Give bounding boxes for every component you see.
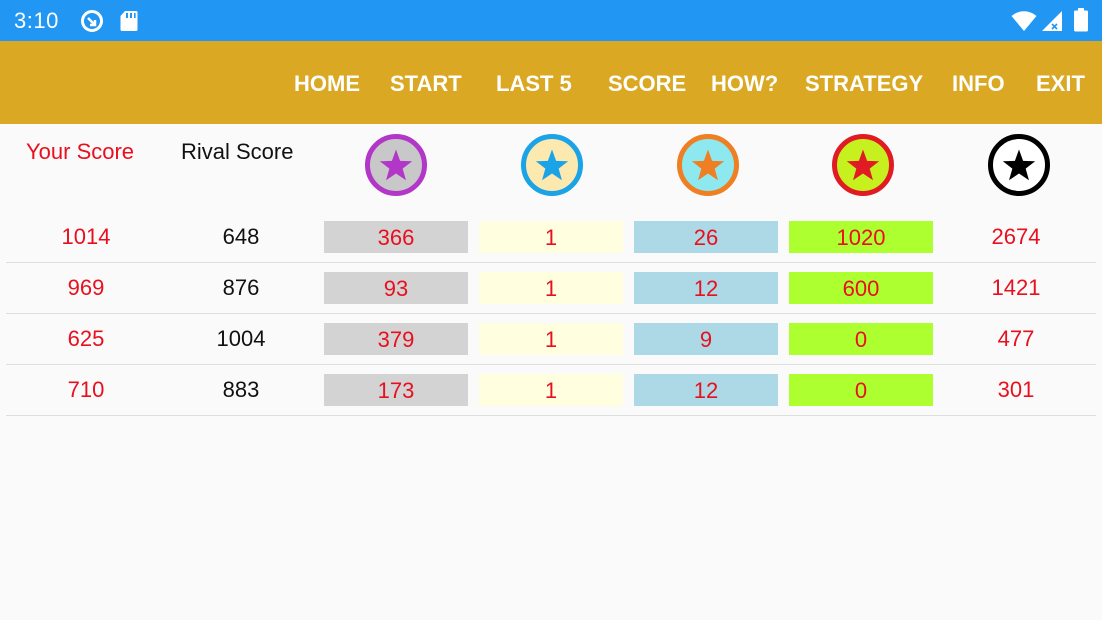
table-row: 1014 648 366 1 26 1020 2674 xyxy=(6,212,1096,263)
your-score-cell: 1014 xyxy=(61,224,111,249)
nav-exit[interactable]: EXIT xyxy=(1036,71,1085,96)
purple-value-cell: 366 xyxy=(324,221,468,253)
black-value-cell: 477 xyxy=(997,326,1035,351)
blue-value-cell: 1 xyxy=(479,323,623,355)
your-score-cell: 625 xyxy=(67,326,105,351)
status-time: 3:10 xyxy=(14,8,59,33)
orange-value-cell: 26 xyxy=(634,221,778,253)
red-star-icon xyxy=(831,133,895,197)
app-notification-icon xyxy=(80,9,104,38)
nav-strategy[interactable]: STRATEGY xyxy=(805,71,924,96)
red-value-cell: 1020 xyxy=(789,221,933,253)
nav-score[interactable]: SCORE xyxy=(608,71,687,96)
your-score-header: Your Score xyxy=(26,139,135,164)
rival-score-header: Rival Score xyxy=(181,139,294,164)
battery-icon xyxy=(1074,8,1088,37)
nav-how[interactable]: HOW? xyxy=(711,71,779,96)
nav-home[interactable]: HOME xyxy=(294,71,360,96)
nav-last-5[interactable]: LAST 5 xyxy=(496,71,572,96)
table-row: 969 876 93 1 12 600 1421 xyxy=(6,263,1096,314)
table-row: 625 1004 379 1 9 0 477 xyxy=(6,314,1096,365)
nav-info[interactable]: INFO xyxy=(952,71,1005,96)
wifi-icon xyxy=(1011,10,1037,37)
rival-score-cell: 648 xyxy=(222,224,260,249)
rival-score-cell: 883 xyxy=(222,377,260,402)
black-star-icon xyxy=(987,133,1051,197)
orange-value-cell: 12 xyxy=(634,374,778,406)
red-value-cell: 600 xyxy=(789,272,933,304)
purple-star-icon xyxy=(364,133,428,197)
black-value-cell: 1421 xyxy=(991,275,1041,300)
rival-score-cell: 876 xyxy=(222,275,260,300)
signal-icon xyxy=(1041,10,1063,37)
black-value-cell: 301 xyxy=(997,377,1035,402)
app-bar: HOME START LAST 5 SCORE HOW? STRATEGY IN… xyxy=(0,41,1102,124)
purple-value-cell: 379 xyxy=(324,323,468,355)
blue-star-icon xyxy=(520,133,584,197)
sd-card-icon xyxy=(120,10,138,37)
table-row: 710 883 173 1 12 0 301 xyxy=(6,365,1096,416)
nav-start[interactable]: START xyxy=(390,71,462,96)
purple-value-cell: 173 xyxy=(324,374,468,406)
blue-value-cell: 1 xyxy=(479,374,623,406)
orange-value-cell: 9 xyxy=(634,323,778,355)
black-value-cell: 2674 xyxy=(991,224,1041,249)
orange-value-cell: 12 xyxy=(634,272,778,304)
blue-value-cell: 1 xyxy=(479,272,623,304)
rival-score-cell: 1004 xyxy=(216,326,266,351)
purple-value-cell: 93 xyxy=(324,272,468,304)
orange-star-icon xyxy=(676,133,740,197)
red-value-cell: 0 xyxy=(789,374,933,406)
blue-value-cell: 1 xyxy=(479,221,623,253)
red-value-cell: 0 xyxy=(789,323,933,355)
your-score-cell: 710 xyxy=(67,377,105,402)
status-bar: 3:10 xyxy=(0,0,1102,41)
your-score-cell: 969 xyxy=(67,275,105,300)
